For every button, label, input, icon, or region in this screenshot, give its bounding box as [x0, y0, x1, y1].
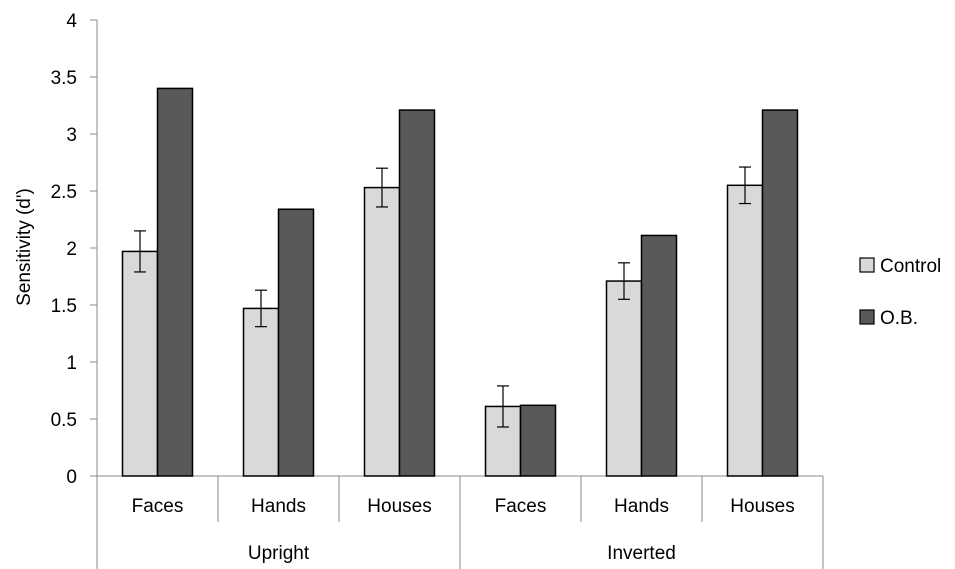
x-category-label: Faces [132, 496, 184, 517]
bar-control [121, 250, 159, 477]
x-group-label: Inverted [607, 543, 676, 564]
bar-control [726, 184, 764, 477]
x-group-label: Upright [248, 543, 310, 564]
bar-o-b [277, 208, 315, 477]
bar-o-b [519, 404, 557, 477]
bar-control [363, 186, 401, 477]
bars [121, 87, 799, 477]
bar-o-b [398, 109, 436, 477]
legend-swatch [859, 257, 875, 273]
y-tick-label: 4 [66, 11, 77, 32]
legend-label: Control [880, 256, 941, 277]
bar-o-b [640, 234, 678, 477]
error-bars [134, 166, 751, 428]
bar-o-b [156, 87, 194, 477]
bar-o-b [761, 109, 799, 477]
x-category-label: Hands [251, 496, 306, 517]
bar-control [605, 280, 643, 477]
y-tick-label: 2 [66, 239, 77, 260]
x-category-label: Faces [495, 496, 547, 517]
y-axis: 0 0.5 1 1.5 2 2.5 3 3.5 4 [51, 11, 98, 488]
y-tick-label: 2.5 [51, 182, 77, 203]
x-category-label: Houses [367, 496, 431, 517]
legend-swatch [859, 309, 875, 325]
y-axis-title: Sensitivity (d') [14, 188, 35, 306]
y-tick-label: 0 [66, 467, 77, 488]
y-tick-label: 3 [66, 125, 77, 146]
legend-label: O.B. [880, 308, 918, 329]
x-category-label: Hands [614, 496, 669, 517]
y-tick-label: 1.5 [51, 296, 77, 317]
x-axis: Faces Hands Houses Faces Hands Houses Upright I… [96, 475, 824, 569]
x-category-label: Houses [730, 496, 794, 517]
y-tick-label: 1 [66, 353, 77, 374]
legend: Control O.B. [859, 256, 941, 329]
y-tick-label: 3.5 [51, 68, 77, 89]
y-tick-label: 0.5 [51, 410, 77, 431]
bar-control [242, 307, 280, 477]
